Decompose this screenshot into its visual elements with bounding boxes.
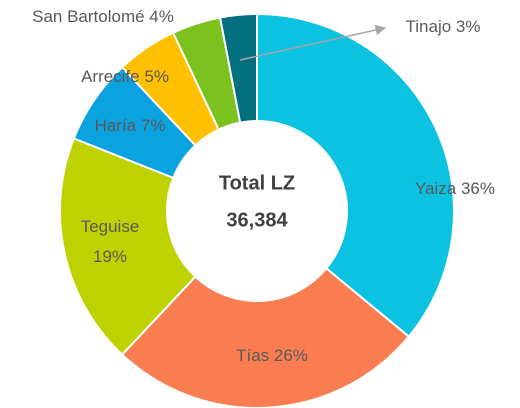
label-category: San Bartolomé (32, 7, 144, 26)
data-label: Arrecife 5% (81, 67, 169, 86)
label-category: Yaiza (415, 179, 457, 198)
data-label: San Bartolomé 4% (32, 7, 174, 26)
donut-slice (256, 12, 455, 338)
data-label: Haría 7% (95, 116, 166, 135)
donut-slice (120, 266, 411, 408)
label-value: 7% (136, 116, 165, 135)
center-title: Total LZ (219, 172, 295, 194)
label-category: Teguise (81, 217, 140, 236)
leader-line (239, 24, 387, 61)
label-category: Arrecife (81, 67, 140, 86)
data-label: Teguise 19% (81, 217, 140, 266)
label-value: 3% (451, 17, 480, 36)
donut-slice (59, 137, 197, 357)
label-value: 4% (145, 7, 174, 26)
data-label: Tinajo 3% (406, 17, 481, 36)
data-label: Tías 26% (236, 346, 308, 365)
label-value: 36% (456, 179, 495, 198)
label-value: 19% (93, 247, 127, 266)
label-value: 26% (269, 346, 308, 365)
label-category: Tinajo (406, 17, 452, 36)
donut-slice (218, 12, 258, 124)
label-category: Tías (236, 346, 269, 365)
data-label: Yaiza 36% (415, 179, 495, 198)
center-total: 36,384 (226, 209, 288, 231)
label-value: 5% (140, 67, 169, 86)
label-category: Haría (95, 116, 137, 135)
